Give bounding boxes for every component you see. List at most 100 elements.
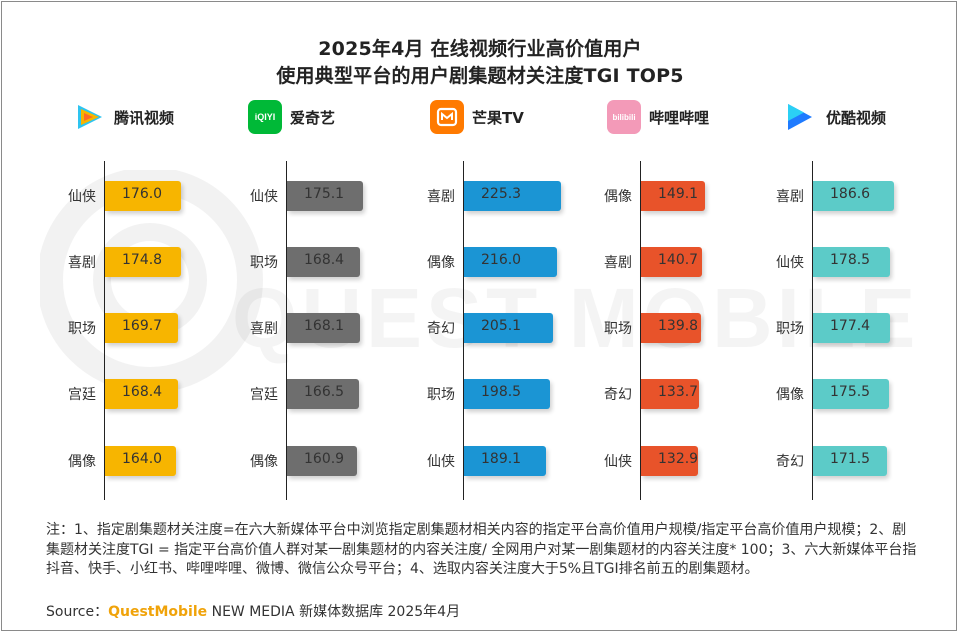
bar (641, 379, 699, 409)
category-label: 仙侠 (427, 454, 455, 470)
category-label: 宫廷 (68, 387, 96, 403)
platform-header-youku: 优酷视频 (784, 100, 886, 134)
data-label: 169.7 (122, 318, 163, 334)
category-label: 奇幻 (776, 454, 804, 470)
bar (105, 379, 178, 409)
bar (813, 247, 890, 277)
bilibili-logo: bilibili (607, 100, 641, 134)
iqiyi-logo: iQIYI (248, 100, 282, 134)
data-label: 225.3 (481, 186, 522, 202)
bar (813, 379, 889, 409)
category-axis-line (286, 161, 287, 500)
platform-header-mgtv: 芒果TV (430, 100, 524, 134)
category-axis-line (463, 161, 464, 500)
bar (105, 247, 181, 277)
data-label: 189.1 (481, 451, 522, 467)
category-label: 奇幻 (604, 387, 632, 403)
data-label: 186.6 (830, 186, 871, 202)
category-label: 喜剧 (68, 255, 96, 271)
platform-header-tencent: 腾讯视频 (72, 100, 174, 134)
data-label: 175.1 (304, 186, 345, 202)
bar (464, 446, 546, 476)
bar (641, 446, 698, 476)
data-label: 174.8 (122, 252, 163, 268)
footnote: 注：1、指定剧集题材关注度=在六大新媒体平台中浏览指定剧集题材相关内容的指定平台… (46, 522, 917, 577)
category-label: 奇幻 (427, 321, 455, 337)
bar (287, 247, 360, 277)
bar (464, 181, 561, 211)
platform-header-bilibili: bilibili 哔哩哔哩 (607, 100, 709, 134)
category-label: 偶像 (250, 454, 278, 470)
category-axis-line (812, 161, 813, 500)
data-label: 168.4 (122, 384, 163, 400)
data-label: 177.4 (830, 318, 871, 334)
platform-name: 腾讯视频 (114, 108, 175, 127)
chart-title-line2: 使用典型平台的用户剧集题材关注度TGI TOP5 (276, 65, 684, 87)
category-label: 仙侠 (604, 454, 632, 470)
chart-title-line1: 2025年4月 在线视频行业高价值用户 (318, 38, 642, 60)
bar (287, 313, 360, 343)
category-label: 偶像 (68, 454, 96, 470)
data-label: 140.7 (658, 252, 699, 268)
data-label: 205.1 (481, 318, 522, 334)
bar (813, 313, 890, 343)
category-label: 职场 (427, 387, 455, 403)
bar (105, 181, 181, 211)
platform-header-iqiyi: iQIYI 爱奇艺 (248, 100, 335, 134)
bar (287, 446, 357, 476)
category-label: 偶像 (776, 387, 804, 403)
bar (641, 247, 702, 277)
bar (287, 181, 363, 211)
data-label: 149.1 (658, 186, 699, 202)
category-label: 喜剧 (604, 255, 632, 271)
category-label: 职场 (604, 321, 632, 337)
category-label: 喜剧 (776, 189, 804, 205)
bar (813, 446, 887, 476)
mgtv-logo (430, 100, 464, 134)
source-suffix: NEW MEDIA 新媒体数据库 2025年4月 (207, 604, 461, 620)
bar (105, 446, 176, 476)
data-label: 132.9 (658, 451, 699, 467)
youku-logo (784, 100, 818, 134)
data-label: 171.5 (830, 451, 871, 467)
category-label: 喜剧 (427, 189, 455, 205)
data-label: 176.0 (122, 186, 163, 202)
category-axis-line (104, 161, 105, 500)
tencent-video-logo (72, 100, 106, 134)
data-label: 198.5 (481, 384, 522, 400)
source-brand: QuestMobile (108, 604, 208, 620)
category-label: 职场 (776, 321, 804, 337)
data-label: 168.1 (304, 318, 345, 334)
category-label: 喜剧 (250, 321, 278, 337)
bar (641, 181, 705, 211)
category-label: 仙侠 (776, 255, 804, 271)
bar (813, 181, 894, 211)
bar (287, 379, 359, 409)
category-label: 职场 (250, 255, 278, 271)
bar (464, 379, 550, 409)
data-label: 175.5 (830, 384, 871, 400)
platform-name: 哔哩哔哩 (649, 108, 710, 127)
data-label: 139.8 (658, 318, 699, 334)
data-label: 164.0 (122, 451, 163, 467)
data-label: 133.7 (658, 384, 699, 400)
platform-name: 芒果TV (472, 108, 524, 127)
source-line: Source：QuestMobile NEW MEDIA 新媒体数据库 2025… (46, 601, 460, 621)
platform-name: 爱奇艺 (290, 108, 336, 127)
category-label: 职场 (68, 321, 96, 337)
data-label: 166.5 (304, 384, 345, 400)
data-label: 178.5 (830, 252, 871, 268)
category-label: 宫廷 (250, 387, 278, 403)
data-label: 216.0 (481, 252, 522, 268)
bar (464, 313, 553, 343)
data-label: 168.4 (304, 252, 345, 268)
category-axis-line (640, 161, 641, 500)
bar (641, 313, 701, 343)
bar (105, 313, 178, 343)
platform-name: 优酷视频 (826, 108, 887, 127)
source-prefix: Source： (46, 604, 109, 620)
data-label: 160.9 (304, 451, 345, 467)
category-label: 仙侠 (68, 189, 96, 205)
category-label: 仙侠 (250, 189, 278, 205)
